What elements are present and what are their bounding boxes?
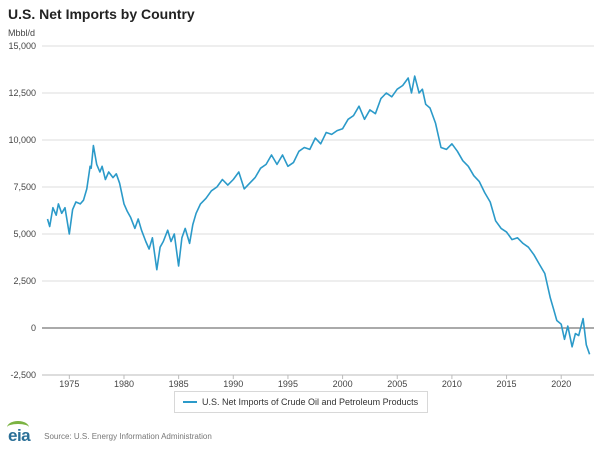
x-tick-label: 1995 [278,379,298,389]
x-tick-label: 2015 [497,379,517,389]
chart-legend[interactable]: U.S. Net Imports of Crude Oil and Petrol… [174,391,428,413]
y-tick-label: 10,000 [8,135,36,145]
legend-series-label: U.S. Net Imports of Crude Oil and Petrol… [202,397,419,407]
y-tick-label: 0 [31,323,36,333]
y-tick-label: 15,000 [8,41,36,51]
y-tick-label: 7,500 [13,182,36,192]
x-tick-label: 2010 [442,379,462,389]
eia-logo: eia [7,421,31,446]
x-tick-label: 2020 [551,379,571,389]
x-tick-label: 1985 [169,379,189,389]
legend-series-swatch [183,401,197,403]
x-tick-label: 1975 [59,379,79,389]
source-note: Source: U.S. Energy Information Administ… [44,431,212,441]
y-tick-label: 5,000 [13,229,36,239]
x-tick-label: 1990 [223,379,243,389]
series-line-net-imports[interactable] [46,75,591,355]
x-tick-label: 1980 [114,379,134,389]
footer: eia Source: U.S. Energy Information Admi… [7,421,212,446]
eia-logo-arc-icon [7,421,29,434]
x-tick-label: 2005 [387,379,407,389]
y-tick-label: 12,500 [8,88,36,98]
chart-title: U.S. Net Imports by Country [8,6,195,22]
x-tick-label: 2000 [333,379,353,389]
y-axis-unit-label: Mbbl/d [8,28,36,38]
y-tick-label: -2,500 [10,370,36,380]
y-tick-label: 2,500 [13,276,36,286]
